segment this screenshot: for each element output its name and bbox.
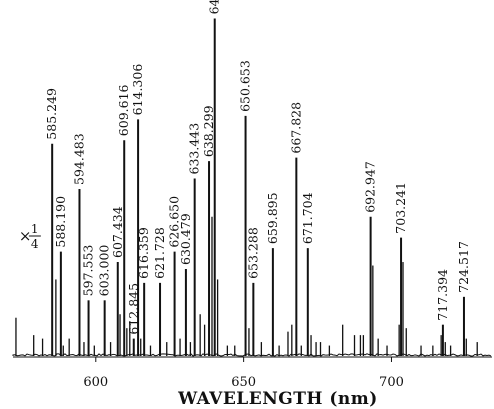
peak-label: 659.895 [265, 192, 280, 244]
peak-label: 616.359 [136, 227, 151, 279]
peak-label: 667.828 [288, 102, 303, 154]
peak-label: 594.483 [72, 133, 87, 185]
peak-label: 717.394 [435, 269, 450, 321]
annotation-prefix: × [19, 227, 32, 245]
peak-label: 609.616 [116, 84, 131, 136]
peak-label: 588.190 [53, 196, 68, 248]
peak-label: 640.225 [207, 0, 222, 14]
x-axis-label: WAVELENGTH (nm) [177, 389, 378, 409]
peak-label: 597.553 [81, 245, 96, 297]
peak-label: 626.650 [167, 196, 182, 248]
peak-label: 607.434 [110, 206, 125, 258]
scale-annotation: × 1 4 [19, 222, 41, 251]
x-tick-label: 600 [83, 375, 108, 390]
peak-label: 585.249 [44, 88, 59, 140]
peak-label: 653.288 [245, 227, 260, 279]
annotation-numerator: 1 [31, 222, 39, 236]
peak-label: 630.479 [178, 213, 193, 265]
x-tick-label: 700 [379, 375, 404, 390]
spectrum-layer [12, 18, 492, 357]
baseline-trace [12, 353, 492, 357]
peak-label: 671.704 [300, 192, 315, 244]
peak-label: 614.306 [130, 64, 145, 116]
annotation-denominator: 4 [31, 237, 39, 251]
peak-label: 621.728 [152, 227, 167, 279]
x-tick-label: 650 [231, 375, 256, 390]
peak-label: 603.000 [97, 245, 112, 297]
peak-label: 650.653 [238, 60, 253, 112]
peak-label: 724.517 [456, 241, 471, 293]
peak-label: 692.947 [363, 161, 378, 213]
peak-label: 638.299 [201, 105, 216, 157]
x-axis: 600 650 700 [13, 356, 492, 390]
peak-label: 703.241 [393, 182, 408, 234]
peak-label: 633.443 [187, 123, 202, 175]
peak-label: 612.845 [126, 283, 141, 335]
peak-labels: 585.249 588.190 594.483 597.553 603.000607.4… [44, 0, 471, 335]
